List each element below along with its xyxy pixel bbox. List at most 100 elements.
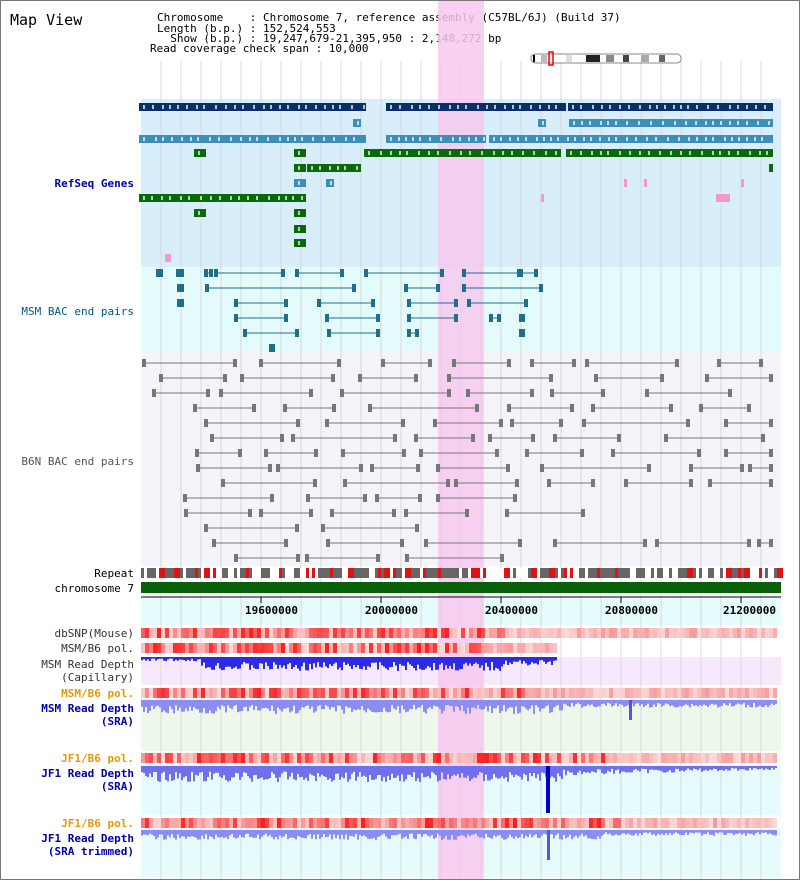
- pol-heat-cell: [605, 818, 609, 828]
- exon-gap: [626, 121, 628, 125]
- depth-bar: [253, 766, 255, 776]
- pol-heat-cell: [201, 818, 205, 828]
- pol-heat-cell: [669, 688, 673, 698]
- bac-end: [689, 464, 693, 472]
- exon-gap: [234, 105, 236, 109]
- pol-heat-cell: [501, 753, 505, 763]
- pol-heat-cell: [153, 688, 157, 698]
- repeat-segment: [495, 568, 498, 578]
- exon-gap: [279, 105, 281, 109]
- depth-bar: [421, 657, 423, 670]
- depth-bar: [587, 700, 589, 705]
- exon-gap: [590, 137, 592, 141]
- depth-bar: [515, 830, 517, 837]
- depth-bar: [225, 766, 227, 780]
- depth-bar: [575, 830, 577, 836]
- pol-heat-cell: [645, 688, 649, 698]
- pol-heat-cell: [605, 628, 609, 638]
- depth-bar: [715, 830, 717, 833]
- depth-bar: [479, 766, 481, 773]
- repeat-segment: [699, 568, 702, 578]
- jf1-b6-pol-label-2: JF1/B6 pol.: [61, 817, 134, 830]
- repeat-segment: [237, 568, 240, 578]
- depth-bar: [283, 700, 285, 709]
- depth-bar: [607, 830, 609, 835]
- pol-heat-cell: [677, 818, 681, 828]
- repeat-segment: [393, 568, 396, 578]
- depth-bar: [337, 766, 339, 774]
- bac-end: [513, 494, 517, 502]
- depth-bar: [323, 830, 325, 835]
- pol-heat-cell: [653, 688, 657, 698]
- repeat-segment: [630, 568, 633, 578]
- pol-heat-cell: [417, 643, 421, 653]
- exon-gap: [169, 105, 171, 109]
- pol-heat-cell: [529, 818, 533, 828]
- pol-heat-cell: [709, 628, 713, 638]
- depth-bar: [305, 700, 307, 707]
- depth-bar: [733, 766, 735, 769]
- repeat-segment: [294, 568, 297, 578]
- pol-heat-cell: [305, 753, 309, 763]
- repeat-segment: [159, 568, 162, 578]
- depth-bar: [193, 700, 195, 708]
- bac-end: [500, 554, 504, 562]
- depth-bar: [751, 700, 753, 708]
- repeat-segment: [450, 568, 453, 578]
- depth-bar: [153, 700, 155, 710]
- depth-bar: [183, 766, 185, 778]
- depth-bar: [201, 766, 203, 772]
- repeat-segment: [564, 568, 567, 578]
- jf1-depth-sra-label: JF1 Read Depth: [41, 767, 134, 780]
- msm-depth-sra-label: MSM Read Depth: [41, 702, 134, 715]
- pol-heat-cell: [653, 818, 657, 828]
- exon-gap: [737, 105, 739, 109]
- pol-heat-cell: [457, 818, 461, 828]
- depth-bar: [357, 700, 359, 710]
- depth-bar: [443, 657, 445, 670]
- depth-bar: [491, 657, 493, 662]
- repeat-segment: [759, 568, 762, 578]
- bac-end: [234, 299, 238, 307]
- depth-bar: [427, 657, 429, 667]
- repeat-segment: [606, 568, 609, 578]
- depth-bar: [239, 830, 241, 835]
- depth-bar: [431, 700, 433, 710]
- pol-heat-cell: [317, 643, 321, 653]
- pol-heat-cell: [533, 688, 537, 698]
- exon-gap: [580, 105, 582, 109]
- depth-bar: [767, 700, 769, 708]
- repeat-segment: [708, 568, 711, 578]
- pol-heat-cell: [301, 818, 305, 828]
- depth-bar: [769, 830, 771, 834]
- depth-bar: [341, 766, 343, 777]
- repeat-segment: [447, 568, 450, 578]
- depth-bar: [175, 657, 177, 660]
- exon-gap: [330, 181, 332, 185]
- exon-gap: [298, 211, 300, 215]
- chromosome-bar: [141, 582, 781, 593]
- pol-heat-cell: [161, 688, 165, 698]
- depth-bar: [447, 830, 449, 840]
- depth-bar: [501, 766, 503, 777]
- depth-bar: [171, 830, 173, 835]
- exon-gap: [536, 137, 538, 141]
- depth-bar: [211, 830, 213, 837]
- depth-bar: [637, 766, 639, 771]
- exon-gap: [428, 105, 430, 109]
- repeat-segment: [210, 568, 213, 578]
- depth-bar: [659, 700, 661, 704]
- pol-heat-cell: [489, 818, 493, 828]
- gene-block-pink: [165, 254, 171, 262]
- pol-heat-cell: [465, 643, 469, 653]
- exon-gap: [294, 137, 296, 141]
- pol-heat-cell: [437, 688, 441, 698]
- pol-heat-cell: [265, 628, 269, 638]
- depth-bar: [331, 766, 333, 782]
- pol-heat-cell: [721, 688, 725, 698]
- depth-bar: [721, 830, 723, 833]
- pol-heat-cell: [445, 628, 449, 638]
- depth-bar: [391, 766, 393, 774]
- pol-heat-cell: [325, 628, 329, 638]
